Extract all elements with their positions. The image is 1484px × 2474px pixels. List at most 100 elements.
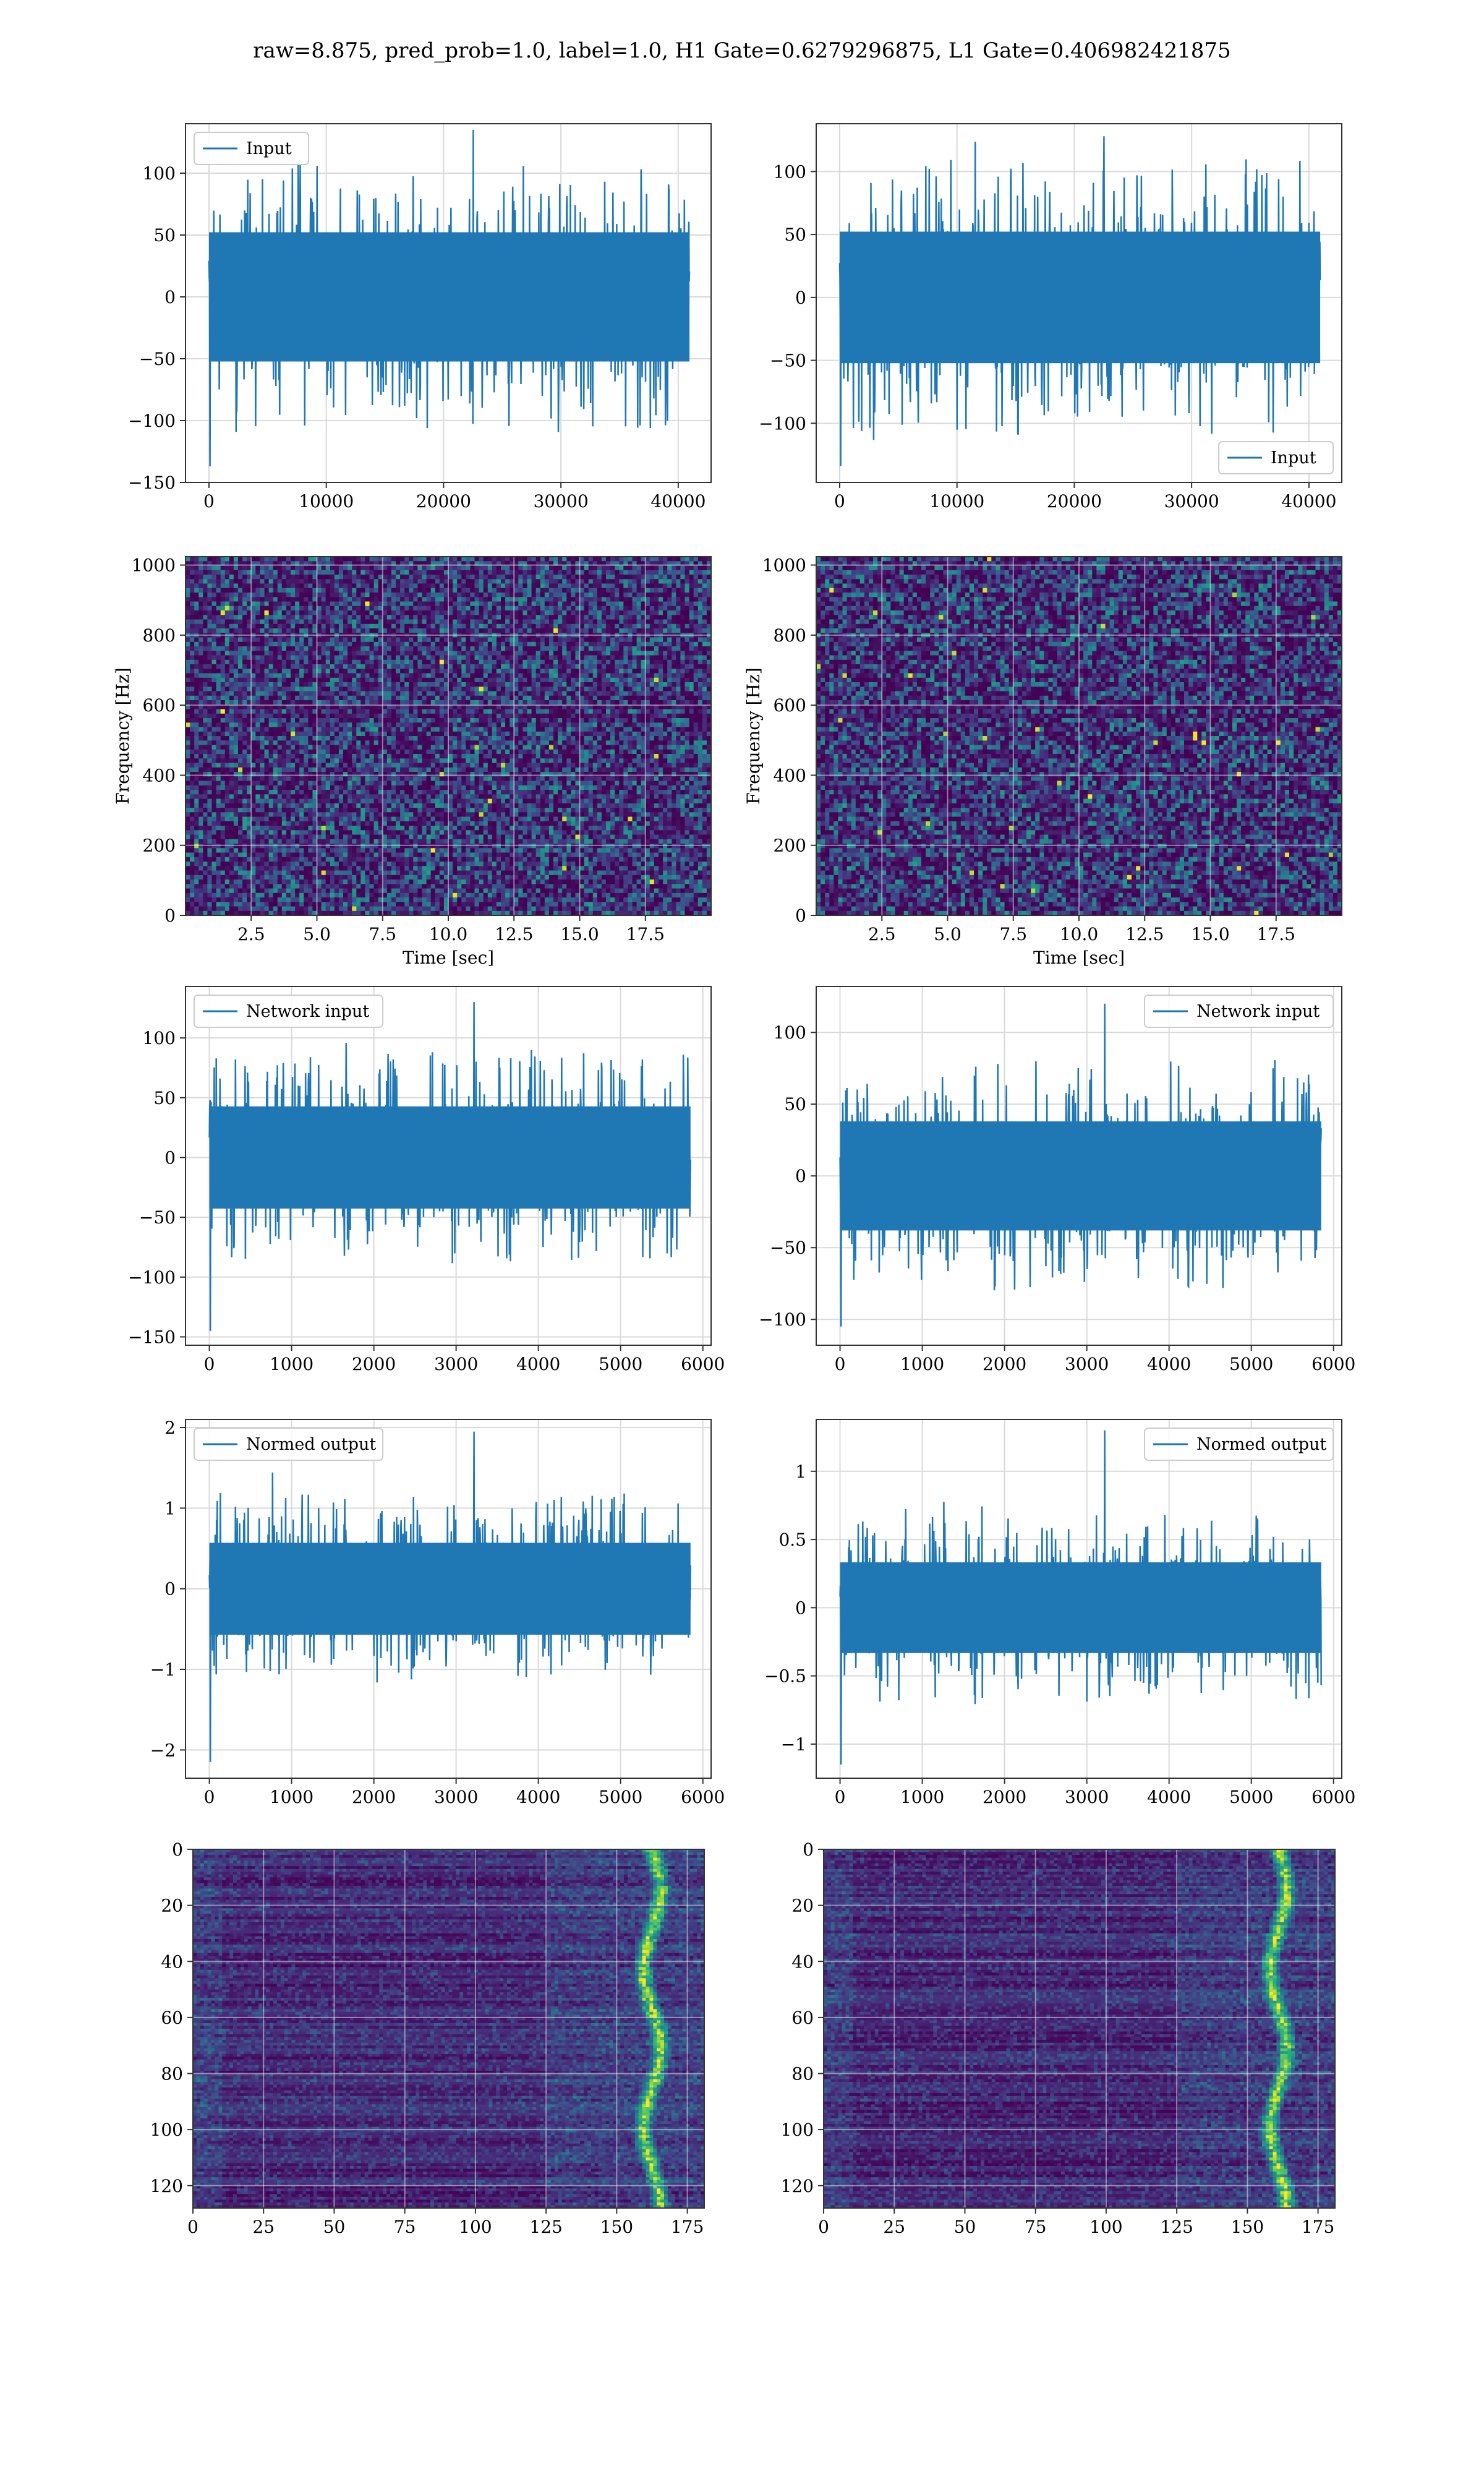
heatmap-cell bbox=[514, 736, 519, 741]
heatmap-cell bbox=[663, 682, 668, 687]
heatmap-cell bbox=[663, 646, 668, 651]
heatmap-cell bbox=[211, 615, 217, 620]
heatmap-cell bbox=[628, 718, 633, 723]
heatmap-cell bbox=[391, 655, 396, 661]
heatmap-cell bbox=[540, 597, 545, 602]
heatmap-cell bbox=[659, 628, 663, 633]
heatmap-cell bbox=[597, 565, 602, 571]
heatmap-cell bbox=[649, 669, 655, 674]
heatmap-cell bbox=[400, 628, 405, 633]
heatmap-cell bbox=[522, 615, 528, 620]
heatmap-cell bbox=[233, 659, 239, 665]
heatmap-cell bbox=[514, 700, 519, 705]
heatmap-cell bbox=[352, 691, 357, 696]
heatmap-cell bbox=[255, 610, 260, 615]
heatmap-cell bbox=[628, 601, 633, 607]
heatmap-cell bbox=[312, 565, 318, 571]
heatmap-cell bbox=[474, 557, 480, 562]
heatmap-cell bbox=[291, 682, 296, 687]
legend: Input bbox=[1218, 441, 1334, 474]
heatmap-cell bbox=[224, 628, 230, 633]
heatmap-cell bbox=[325, 722, 331, 728]
heatmap-cell bbox=[492, 583, 497, 589]
heatmap-cell bbox=[702, 691, 707, 696]
heatmap-cell bbox=[527, 646, 532, 651]
heatmap-cell bbox=[400, 677, 405, 683]
heatmap-cell bbox=[470, 669, 475, 674]
heatmap-cell bbox=[531, 700, 537, 705]
heatmap-cell bbox=[352, 669, 357, 674]
heatmap-cell bbox=[343, 709, 348, 714]
heatmap-cell bbox=[286, 610, 291, 615]
heatmap-cell bbox=[295, 677, 300, 683]
heatmap-cell bbox=[400, 570, 405, 575]
heatmap-cell bbox=[697, 557, 703, 562]
heatmap-cell bbox=[312, 673, 318, 678]
heatmap-cell bbox=[356, 673, 361, 678]
heatmap-cell bbox=[286, 664, 291, 669]
heatmap-cell bbox=[632, 736, 638, 741]
heatmap-cell bbox=[194, 713, 199, 719]
x-tick-label: 10000 bbox=[929, 491, 984, 511]
heatmap-cell bbox=[378, 687, 383, 692]
heatmap-cell bbox=[186, 628, 190, 633]
heatmap-cell bbox=[487, 727, 493, 732]
heatmap-cell bbox=[531, 561, 537, 567]
heatmap-cell bbox=[483, 651, 488, 656]
heatmap-cell bbox=[396, 575, 401, 580]
heatmap-cell bbox=[207, 695, 213, 701]
heatmap-cell bbox=[592, 722, 598, 728]
heatmap-cell bbox=[352, 727, 357, 732]
heatmap-cell bbox=[693, 727, 699, 732]
heatmap-cell bbox=[496, 628, 501, 633]
heatmap-cell bbox=[233, 664, 239, 669]
heatmap-cell bbox=[238, 606, 243, 611]
heatmap-cell bbox=[571, 593, 576, 597]
heatmap-cell bbox=[676, 561, 681, 567]
heatmap-cell bbox=[348, 709, 352, 714]
heatmap-cell bbox=[304, 718, 309, 723]
heatmap-cell bbox=[400, 641, 405, 647]
heatmap-cell bbox=[203, 579, 208, 584]
heatmap-cell bbox=[575, 561, 581, 567]
heatmap-cell bbox=[291, 606, 296, 611]
heatmap-cell bbox=[619, 691, 624, 696]
heatmap-cell bbox=[404, 713, 409, 719]
heatmap-cell bbox=[487, 736, 493, 741]
heatmap-cell bbox=[693, 691, 699, 696]
heatmap-cell bbox=[514, 575, 519, 580]
heatmap-cell bbox=[312, 691, 318, 696]
heatmap-cell bbox=[207, 637, 213, 643]
heatmap-cell bbox=[426, 673, 432, 678]
heatmap-cell bbox=[255, 651, 260, 656]
heatmap-cell bbox=[663, 641, 668, 647]
heatmap-cell bbox=[619, 623, 624, 629]
heatmap-cell bbox=[588, 669, 594, 674]
heatmap-cell bbox=[628, 722, 633, 728]
heatmap-cell bbox=[233, 606, 239, 611]
heatmap-cell bbox=[466, 709, 471, 714]
heatmap-cell bbox=[606, 583, 611, 589]
heatmap-cell bbox=[575, 593, 581, 597]
heatmap-cell bbox=[194, 575, 199, 580]
heatmap-cell bbox=[522, 691, 528, 696]
heatmap-cell bbox=[510, 575, 514, 580]
heatmap-cell bbox=[360, 682, 365, 687]
heatmap-cell bbox=[216, 610, 221, 615]
heatmap-cell bbox=[286, 682, 291, 687]
heatmap-cell bbox=[264, 633, 270, 638]
heatmap-cell bbox=[680, 731, 686, 737]
heatmap-cell bbox=[233, 570, 239, 575]
heatmap-cell bbox=[255, 637, 260, 643]
heatmap-cell bbox=[255, 575, 260, 580]
heatmap-cell bbox=[466, 557, 471, 562]
heatmap-cell bbox=[632, 727, 638, 732]
heatmap-cell bbox=[510, 610, 514, 615]
heatmap-cell bbox=[544, 557, 550, 562]
heatmap-cell bbox=[417, 651, 423, 656]
heatmap-cell bbox=[510, 579, 514, 584]
heatmap-cell bbox=[505, 722, 510, 728]
heatmap-cell bbox=[220, 601, 226, 607]
heatmap-cell bbox=[400, 601, 405, 607]
series-dense-band bbox=[839, 231, 1321, 364]
